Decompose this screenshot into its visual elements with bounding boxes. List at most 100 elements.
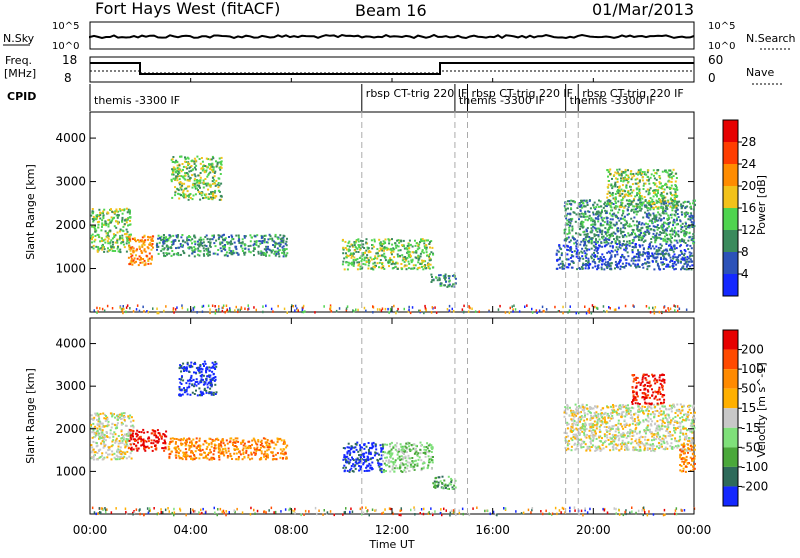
data-point	[216, 166, 218, 168]
data-point	[176, 438, 178, 440]
data-point	[617, 200, 619, 202]
data-point	[346, 256, 348, 258]
data-point	[121, 413, 123, 415]
data-point	[647, 223, 649, 225]
data-point	[613, 213, 615, 215]
data-point	[191, 253, 193, 255]
data-point	[212, 440, 214, 442]
data-point	[219, 169, 221, 171]
data-point	[600, 213, 602, 215]
data-point	[426, 255, 428, 257]
data-point	[680, 225, 682, 227]
data-point	[283, 253, 285, 255]
data-point	[580, 251, 582, 253]
data-point	[607, 238, 609, 240]
data-point	[124, 223, 126, 225]
data-point	[652, 245, 654, 247]
data-point	[594, 249, 596, 251]
data-point	[634, 224, 636, 226]
data-point	[661, 232, 663, 234]
data-point	[188, 255, 190, 257]
data-point	[641, 198, 643, 200]
data-point	[221, 250, 223, 252]
data-point	[662, 209, 664, 211]
data-point	[219, 167, 221, 169]
data-point	[200, 391, 202, 393]
data-point	[136, 430, 138, 432]
data-point	[114, 250, 116, 252]
data-point	[94, 228, 96, 230]
data-point	[96, 413, 98, 415]
data-point	[660, 238, 662, 240]
ground-scatter-point	[663, 306, 665, 309]
data-point	[130, 444, 132, 446]
data-point	[680, 228, 682, 230]
data-point	[202, 245, 204, 247]
data-point	[117, 422, 119, 424]
data-point	[140, 445, 142, 447]
data-point	[380, 444, 382, 446]
data-point	[194, 174, 196, 176]
data-point	[640, 232, 642, 234]
data-point	[654, 221, 656, 223]
data-point	[663, 263, 665, 265]
noise-right-tick-bottom: 10^0	[708, 41, 735, 52]
data-point	[558, 264, 560, 266]
data-point	[400, 263, 402, 265]
data-point	[575, 221, 577, 223]
data-point	[417, 267, 419, 269]
data-point	[154, 433, 156, 435]
data-point	[658, 249, 660, 251]
colorbar-tick-label: 24	[741, 157, 756, 171]
data-point	[99, 437, 101, 439]
data-point	[618, 187, 620, 189]
data-point	[388, 259, 390, 261]
data-point	[286, 238, 288, 240]
data-point	[209, 254, 211, 256]
data-point	[128, 447, 130, 449]
data-point	[616, 246, 618, 248]
data-point	[624, 227, 626, 229]
data-point	[149, 253, 151, 255]
data-point	[173, 243, 175, 245]
data-point	[577, 249, 579, 251]
data-point	[663, 191, 665, 193]
ground-scatter-point	[241, 307, 243, 310]
data-point	[607, 230, 609, 232]
data-point	[129, 248, 131, 250]
data-point	[452, 275, 454, 277]
cpid-entry: themis -3300 IF	[94, 94, 180, 107]
data-point	[150, 239, 152, 241]
data-point	[175, 443, 177, 445]
data-point	[385, 239, 387, 241]
data-point	[668, 223, 670, 225]
data-point	[178, 198, 180, 200]
data-point	[638, 186, 640, 188]
data-point	[198, 180, 200, 182]
data-point	[585, 267, 587, 269]
data-point	[576, 243, 578, 245]
data-point	[245, 445, 247, 447]
data-point	[251, 458, 253, 460]
data-point	[412, 268, 414, 270]
data-point	[398, 250, 400, 252]
data-point	[612, 245, 614, 247]
data-point	[219, 199, 221, 201]
data-point	[257, 251, 259, 253]
data-point	[111, 454, 113, 456]
ground-scatter-point	[591, 312, 593, 315]
data-point	[112, 439, 114, 441]
ground-scatter-point	[102, 308, 104, 311]
data-point	[381, 245, 383, 247]
data-point	[410, 259, 412, 261]
data-point	[179, 364, 181, 366]
data-point	[110, 246, 112, 248]
data-point	[632, 173, 634, 175]
data-point	[654, 184, 656, 186]
data-point	[128, 435, 130, 437]
data-point	[208, 198, 210, 200]
data-point	[139, 247, 141, 249]
data-point	[647, 189, 649, 191]
data-point	[426, 251, 428, 253]
data-point	[612, 185, 614, 187]
